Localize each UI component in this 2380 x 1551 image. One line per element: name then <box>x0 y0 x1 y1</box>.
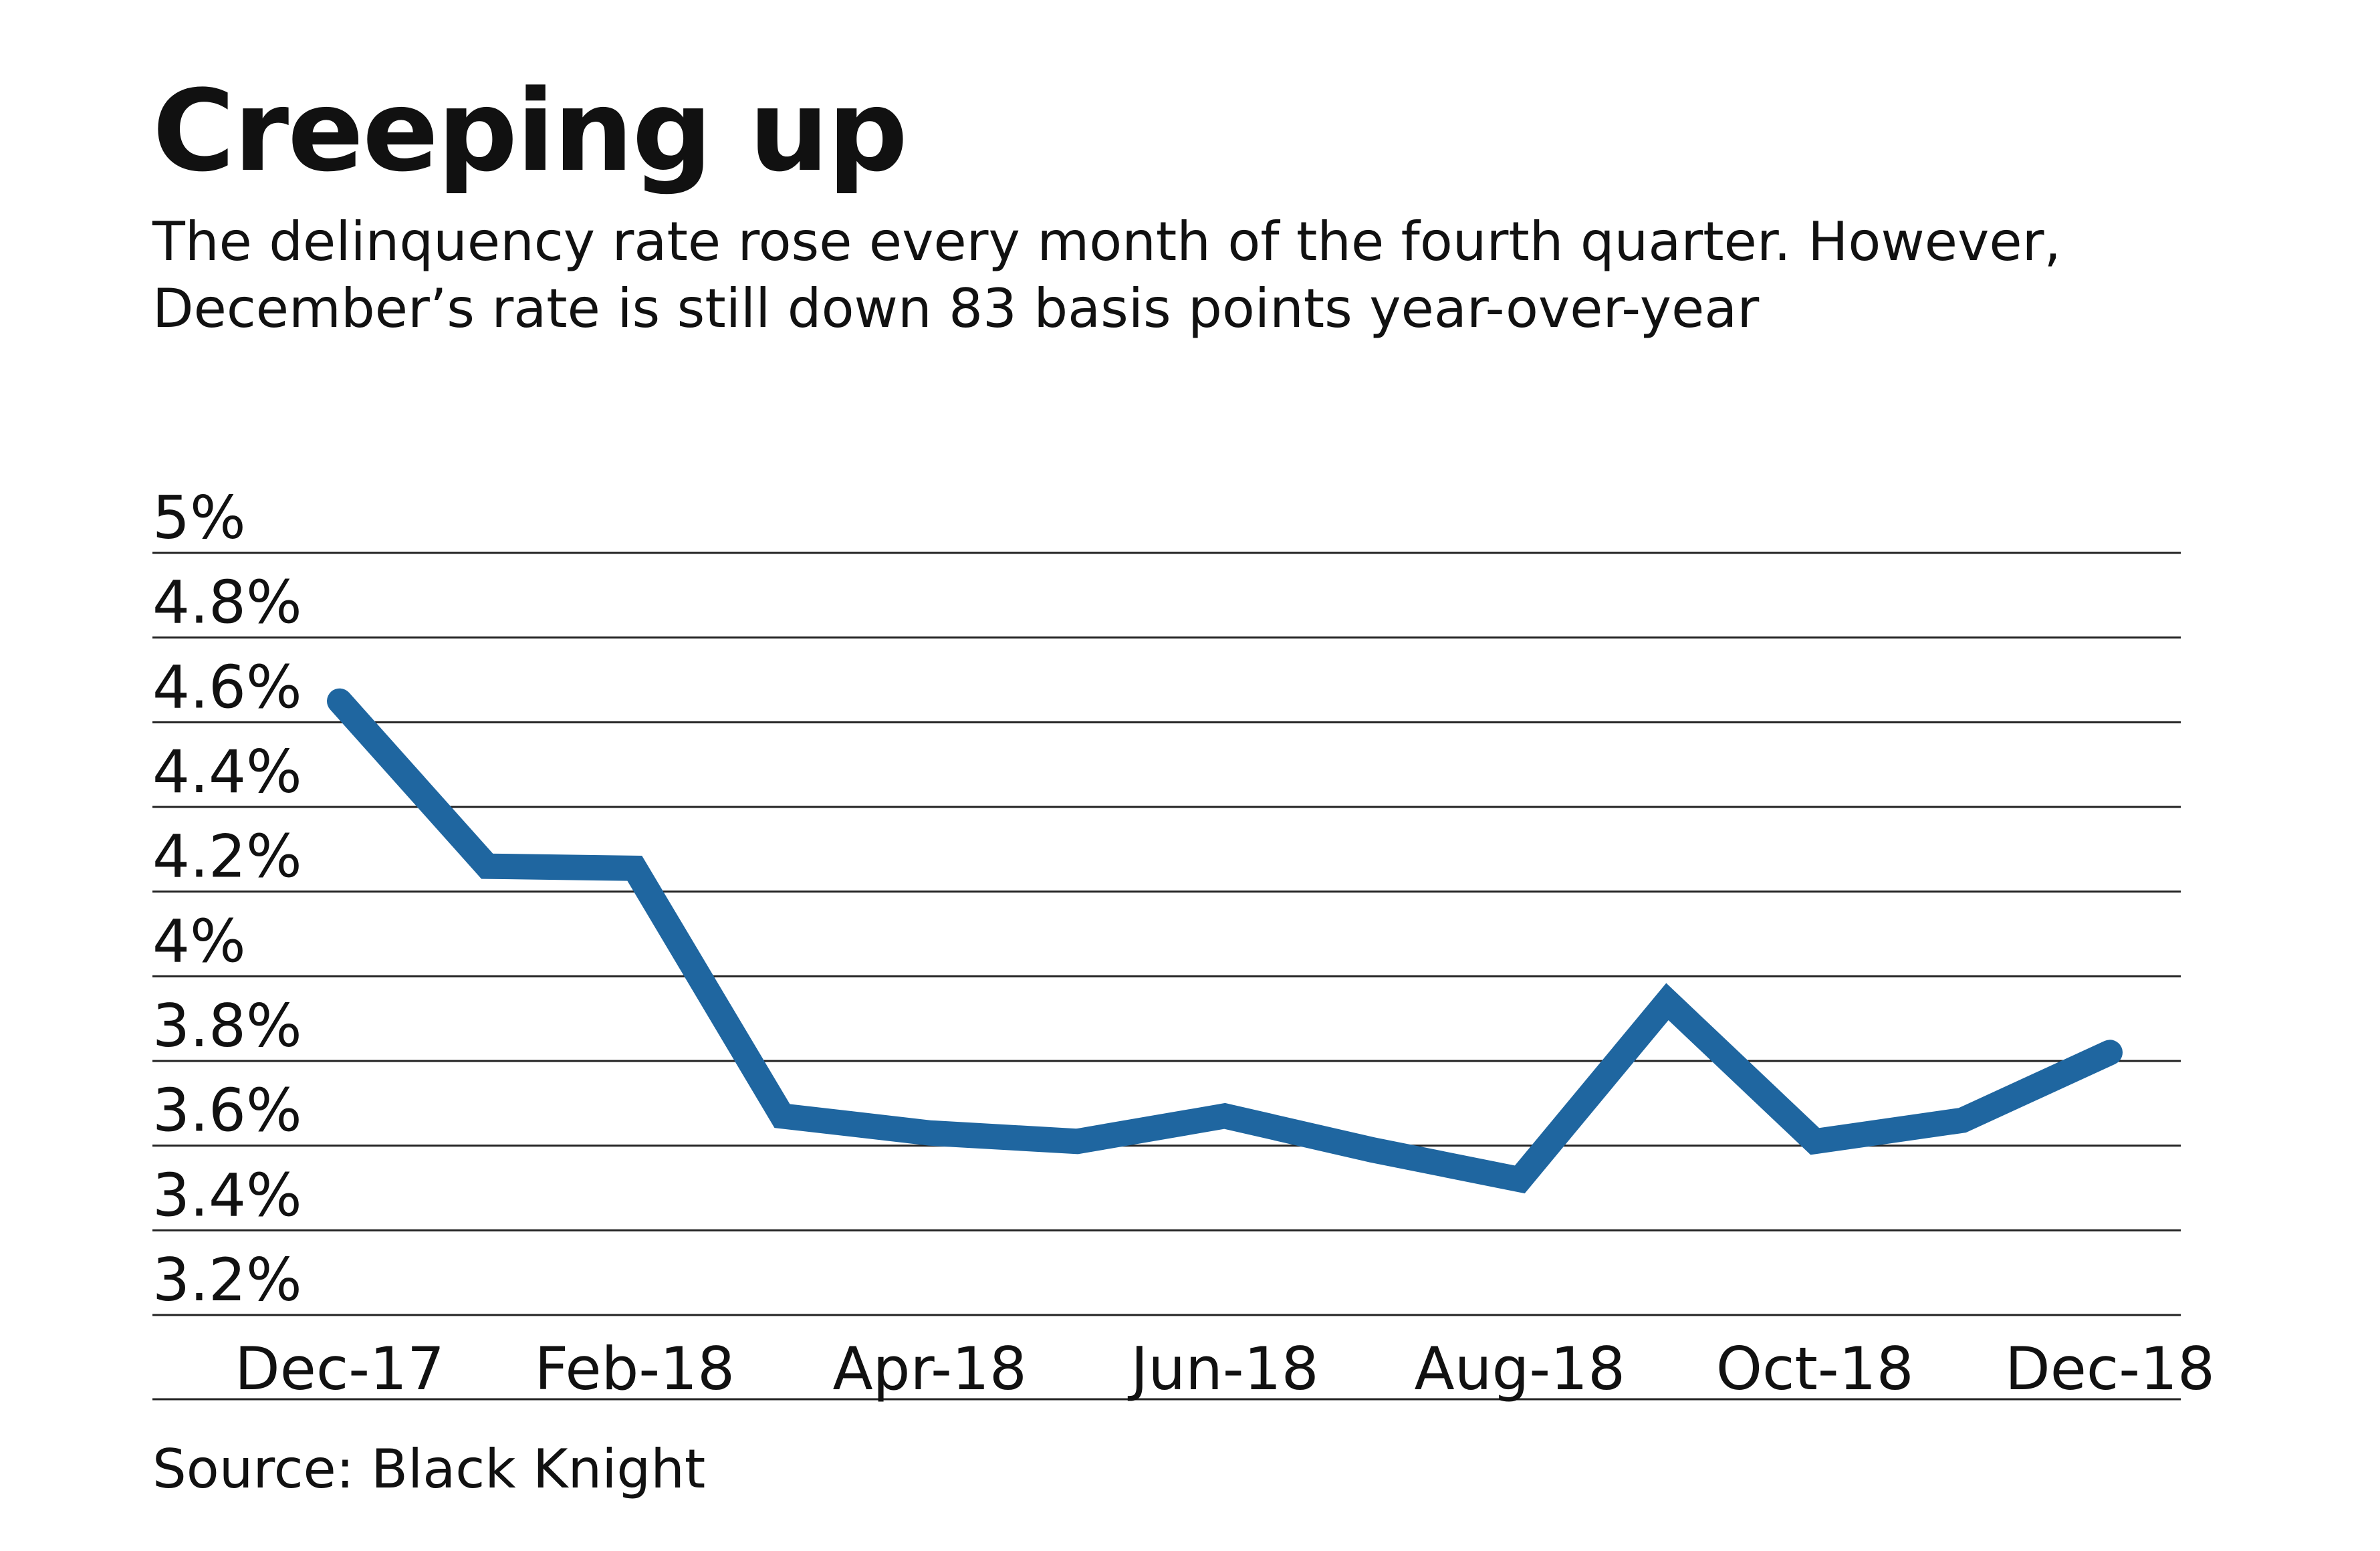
x-tick-label: Dec-17 <box>235 1334 445 1403</box>
x-tick-label: Dec-18 <box>2005 1334 2215 1403</box>
y-tick-label: 4% <box>152 907 246 975</box>
chart-subtitle: The delinquency rate rose every month of… <box>152 211 2061 340</box>
y-tick-label: 3.8% <box>152 991 302 1060</box>
y-tick-label: 4.2% <box>152 822 302 891</box>
x-tick-label: Feb-18 <box>535 1334 735 1403</box>
x-tick-label: Aug-18 <box>1415 1334 1626 1403</box>
y-tick-label: 5% <box>152 483 246 552</box>
y-tick-label: 3.6% <box>152 1076 302 1145</box>
source-note: Source: Black Knight <box>152 1438 706 1500</box>
x-tick-label: Jun-18 <box>1127 1334 1318 1403</box>
chart-title: Creeping up <box>152 66 908 197</box>
series-layer <box>327 688 2123 1194</box>
y-tick-label: 3.4% <box>152 1161 302 1229</box>
y-tick-label: 4.6% <box>152 652 302 721</box>
y-tick-label: 3.2% <box>152 1245 302 1314</box>
y-tick-label: 4.8% <box>152 568 302 637</box>
x-axis-tick-labels: Dec-17 Feb-18 Apr-18 Jun-18 Aug-18 Oct-18 Dec-… <box>235 1334 2215 1403</box>
x-tick-label: Apr-18 <box>832 1334 1026 1403</box>
y-tick-label: 4.4% <box>152 737 302 806</box>
gridlines <box>152 552 2181 1401</box>
series-line <box>327 688 2123 1194</box>
x-tick-label: Oct-18 <box>1716 1334 1914 1403</box>
y-axis-tick-labels: 5% 4.8% 4.6% 4.4% 4.2% 4% 3.8% 3.6% 3.4% 3.2% <box>152 483 302 1314</box>
